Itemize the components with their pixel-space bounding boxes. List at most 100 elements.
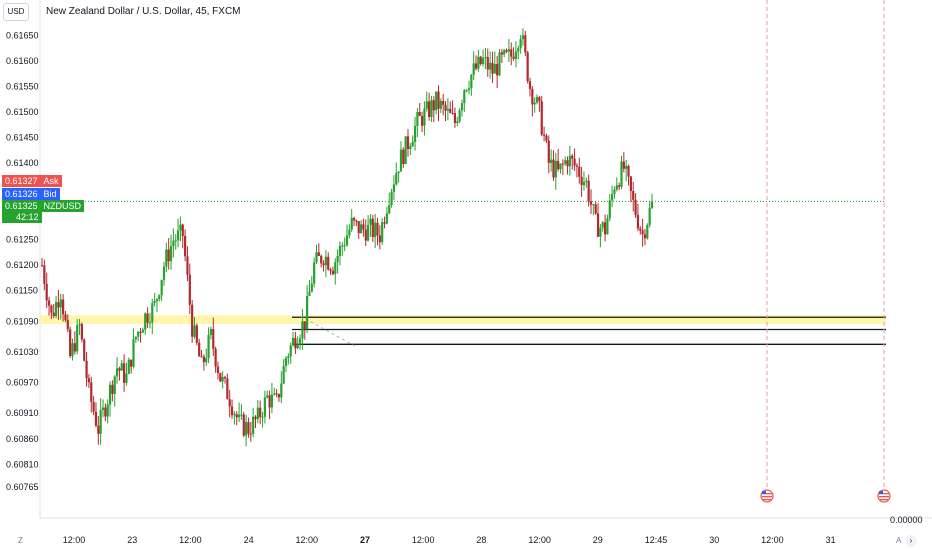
candle-down: [444, 104, 447, 111]
candle-down: [594, 204, 597, 214]
candle-up: [425, 101, 428, 109]
candle-up: [71, 343, 74, 357]
candle-up: [313, 262, 316, 284]
candle-down: [40, 265, 44, 267]
candle-up: [301, 321, 304, 339]
candle-down: [496, 63, 499, 76]
candle-up: [599, 227, 602, 237]
candle-up: [554, 160, 557, 178]
candle-up: [287, 356, 290, 358]
candle-up: [564, 160, 567, 164]
candle-down: [364, 229, 367, 241]
candle-up: [334, 262, 337, 275]
candle-down: [228, 399, 231, 407]
candle-up: [273, 393, 276, 395]
candle-down: [254, 416, 257, 419]
candle-down: [629, 176, 632, 192]
trend-line-dashed[interactable]: [299, 315, 356, 347]
candle-down: [352, 217, 356, 221]
candle-down: [90, 382, 93, 402]
candle-down: [453, 113, 457, 123]
candle-down: [566, 160, 569, 167]
candle-up: [78, 324, 81, 326]
auto-scale-toggle[interactable]: A: [896, 536, 902, 545]
candle-down: [214, 348, 217, 367]
support-zone[interactable]: [40, 315, 886, 324]
candle-up: [582, 181, 586, 186]
candle-up: [404, 136, 407, 164]
candle-down: [85, 360, 88, 379]
candle-up: [456, 121, 459, 123]
candle-up: [113, 376, 116, 394]
volume-axis-label: 0.00000: [890, 515, 923, 525]
candle-up: [134, 336, 137, 340]
candle-up: [209, 329, 213, 335]
candle-down: [73, 343, 76, 352]
candle-up: [108, 384, 112, 405]
candle-down: [418, 111, 421, 116]
candle-down: [195, 325, 198, 343]
candle-up: [160, 279, 163, 296]
candle-up: [298, 338, 302, 345]
candle-down: [641, 230, 644, 235]
timezone-toggle[interactable]: Z: [18, 536, 23, 545]
candle-up: [205, 358, 208, 363]
candle-up: [179, 224, 182, 231]
price-tick-label: 0.61150: [6, 286, 38, 296]
currency-unit-button[interactable]: USD: [3, 3, 29, 21]
price-tick-label: 0.61400: [6, 158, 39, 168]
bid-price-tag: 0.61326 Bid: [2, 188, 60, 200]
candle-up: [585, 180, 588, 182]
candle-down: [226, 378, 229, 400]
time-tick-label: 12:00: [761, 535, 784, 545]
time-tick-label: 12:00: [179, 535, 202, 545]
candle-up: [132, 339, 135, 367]
price-tick-label: 0.61600: [6, 56, 39, 66]
candle-up: [310, 283, 313, 292]
candle-up: [127, 359, 130, 374]
candle-down: [355, 220, 358, 222]
candle-up: [435, 91, 438, 111]
candle-down: [528, 81, 532, 89]
candle-up: [467, 88, 471, 91]
candle-down: [428, 101, 431, 117]
candle-up: [237, 414, 241, 418]
candle-down: [371, 218, 374, 237]
candle-down: [545, 135, 548, 141]
candle-up: [125, 373, 128, 383]
candle-up: [388, 205, 391, 214]
candle-up: [141, 329, 144, 333]
candle-up: [155, 299, 159, 302]
candle-up: [284, 357, 288, 366]
candle-down: [449, 108, 452, 113]
candle-up: [158, 295, 161, 300]
us-flag-icon[interactable]: [877, 489, 891, 503]
candle-up: [446, 108, 449, 111]
chart-title: New Zealand Dollar / U.S. Dollar, 45, FX…: [46, 6, 241, 17]
candle-down: [294, 338, 297, 349]
candle-down: [87, 378, 91, 383]
price-tick-label: 0.61650: [6, 31, 39, 41]
candle-up: [291, 338, 295, 346]
chevron-right-icon[interactable]: ›: [905, 535, 917, 547]
candle-up: [176, 230, 180, 241]
candle-up: [413, 125, 417, 142]
candle-down: [275, 393, 278, 395]
candle-up: [369, 218, 372, 225]
candle-down: [474, 63, 478, 69]
us-flag-icon[interactable]: [760, 489, 774, 503]
candle-up: [399, 149, 403, 172]
candle-down: [486, 56, 489, 70]
candle-down: [230, 406, 234, 416]
candle-down: [542, 134, 546, 136]
candle-up: [503, 50, 506, 55]
candle-down: [552, 159, 555, 178]
candle-down: [587, 180, 590, 202]
candle-down: [202, 356, 205, 363]
candle-up: [120, 363, 123, 371]
price-axis-labels: 0.61650 0.61600 0.61550 0.61500 0.61450 0.614…: [6, 31, 39, 493]
candle-down: [303, 321, 306, 329]
candle-up: [460, 103, 464, 111]
candle-up: [345, 235, 349, 246]
